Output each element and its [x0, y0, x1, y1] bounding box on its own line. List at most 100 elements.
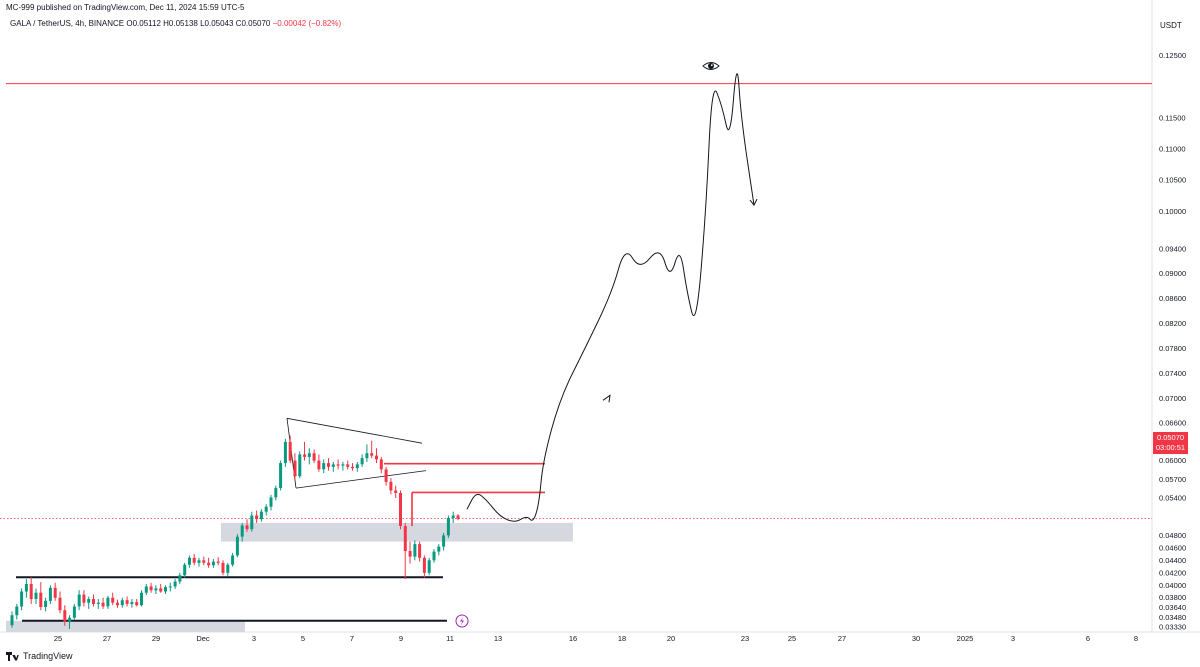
lightning-icon[interactable]: [455, 614, 469, 628]
projection-arrowhead: [749, 198, 758, 207]
candle-body-33: [168, 586, 172, 588]
triangle-upper-line: [286, 417, 423, 444]
y-tick-label-16: 0.05400: [1159, 494, 1186, 503]
candle-body-40: [202, 560, 206, 563]
candle-body-46: [231, 555, 235, 565]
candle-body-17: [92, 599, 95, 604]
y-tick-label-8: 0.08200: [1159, 319, 1186, 328]
candle-body-47: [235, 536, 239, 556]
candle-body-20: [106, 597, 110, 607]
y-tick-label-22: 0.03800: [1159, 593, 1186, 602]
candle-body-77: [379, 459, 383, 470]
candle-body-3: [24, 584, 28, 592]
candle-body-13: [72, 606, 76, 618]
candle-body-67: [331, 464, 335, 467]
x-tick-label-19: 6: [1086, 634, 1090, 643]
candle-body-6: [39, 592, 43, 607]
y-tick-label-17: 0.04800: [1159, 531, 1186, 540]
projection-path: [466, 73, 755, 522]
candle-body-9: [53, 587, 57, 598]
candle-body-68: [336, 464, 340, 466]
demand-zone-0: [221, 522, 573, 542]
candle-body-93: [456, 515, 460, 519]
candle-body-54: [269, 497, 273, 507]
y-tick-label-1: 0.11500: [1159, 113, 1186, 122]
projection-mid-arrow: [602, 394, 611, 403]
x-tick-label-12: 20: [667, 634, 675, 643]
candle-body-64: [317, 460, 321, 470]
ohlc-open: O0.05112: [126, 19, 161, 28]
candle-body-2: [20, 591, 24, 607]
axis-currency-label[interactable]: USDT: [1160, 21, 1182, 30]
x-tick-label-15: 27: [838, 634, 846, 643]
projection-drawing: [466, 73, 758, 522]
candle-body-71: [351, 466, 354, 469]
candle-body-5: [34, 592, 38, 599]
time-axis: 25 27 29 Dec 3 5 7 9 11 13 16 18 20 23 25 27 30 2025 3 6 8: [54, 634, 1138, 643]
x-tick-label-5: 5: [301, 634, 305, 643]
candle-body-15: [82, 594, 86, 603]
candle-body-36: [183, 564, 187, 576]
y-tick-label-19: 0.04400: [1159, 556, 1186, 565]
y-tick-label-5: 0.09400: [1159, 244, 1186, 253]
symbol-pair[interactable]: GALA / TetherUS, 4h, BINANCE: [10, 19, 125, 28]
candle-body-72: [355, 464, 359, 469]
candle-body-69: [341, 464, 345, 466]
candle-body-89: [437, 546, 441, 552]
triangle-lower-line: [295, 470, 427, 489]
tradingview-logo-icon: [6, 651, 20, 661]
candle-body-88: [432, 551, 436, 561]
ohlc-high: H0.05138: [163, 19, 198, 28]
candle-body-59: [293, 460, 297, 477]
candle-body-37: [188, 557, 191, 565]
y-tick-label-4: 0.10000: [1159, 207, 1186, 216]
candle-body-38: [192, 557, 196, 563]
candle-body-60: [298, 454, 302, 477]
candle-body-85: [418, 544, 422, 558]
ohlc-low: L0.05043: [200, 19, 234, 28]
x-tick-label-3: Dec: [196, 634, 210, 643]
candle-body-11: [63, 610, 67, 622]
candle-body-50: [250, 515, 254, 530]
candle-body-61: [303, 454, 307, 457]
y-tick-label-15: 0.05700: [1159, 475, 1186, 484]
candle-body-0: [10, 615, 14, 626]
x-tick-label-0: 25: [54, 634, 62, 643]
candle-body-79: [389, 481, 393, 491]
candle-body-63: [312, 453, 316, 461]
x-tick-label-20: 8: [1134, 634, 1138, 643]
footer-branding[interactable]: TradingView: [6, 651, 73, 661]
candle-body-65: [322, 463, 326, 470]
candle-body-24: [125, 600, 129, 604]
published-header: MC-999 published on TradingView.com, Dec…: [6, 3, 245, 12]
candle-body-32: [164, 587, 167, 592]
y-tick-label-25: 0.03330: [1159, 623, 1186, 632]
ohlc-close: C0.05070: [235, 19, 271, 28]
candle-body-76: [375, 455, 378, 460]
x-tick-label-9: 13: [494, 634, 502, 643]
candle-body-57: [283, 441, 287, 464]
candle-body-41: [207, 562, 211, 566]
x-tick-label-13: 23: [741, 634, 749, 643]
candle-body-29: [149, 586, 153, 591]
footer-brand-text: TradingView: [23, 651, 73, 661]
candle-body-66: [327, 463, 330, 467]
candle-body-14: [77, 594, 81, 607]
candle-body-16: [87, 599, 91, 603]
candle-body-4: [29, 584, 33, 599]
candle-body-25: [130, 602, 134, 604]
current-price-tag: 0.05070 03:00:51: [1153, 432, 1188, 454]
x-tick-label-2: 29: [152, 634, 160, 643]
candle-body-91: [446, 518, 450, 536]
candle-body-1: [15, 606, 19, 616]
y-tick-label-24: 0.03480: [1159, 613, 1186, 622]
candle-body-23: [120, 600, 124, 606]
candle-body-58: [288, 441, 292, 461]
symbol-info: GALA / TetherUS, 4h, BINANCE O0.05112 H0…: [10, 19, 341, 28]
candle-body-8: [48, 587, 52, 601]
candle-body-83: [408, 551, 412, 557]
candle-body-90: [442, 535, 446, 547]
y-tick-label-10: 0.07400: [1159, 369, 1186, 378]
candle-body-19: [101, 602, 105, 607]
